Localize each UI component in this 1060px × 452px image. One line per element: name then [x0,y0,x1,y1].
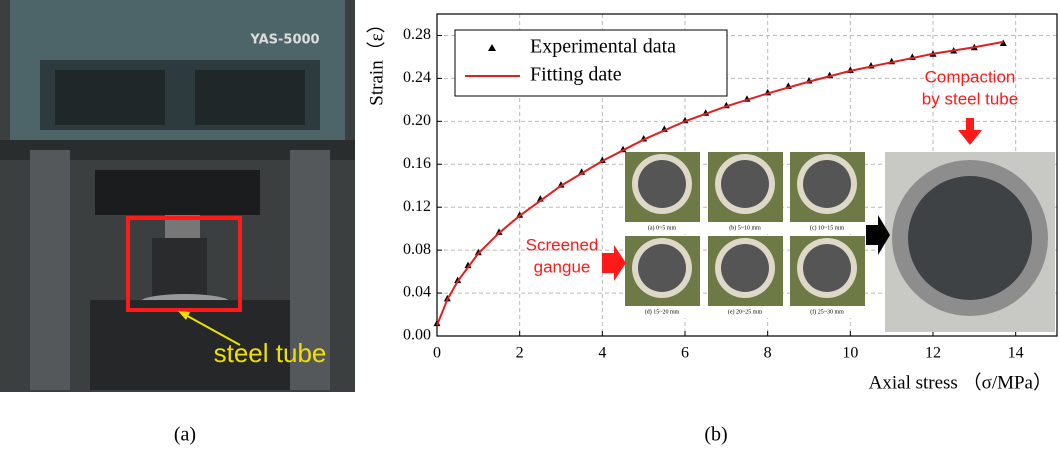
x-tick-label: 0 [433,345,441,362]
annotation: gangue [534,257,591,276]
inset-gangue [803,244,851,292]
x-axis-label: Axial stress （σ/MPa） [869,371,1052,393]
caption-bg [708,306,783,318]
tube-inner [908,176,1032,300]
annotation: Compaction [925,67,1016,86]
arrow [602,245,626,281]
legend-box [454,29,728,97]
inset-caption: (b) 5~10 mm [729,224,761,231]
caption-bg [708,222,783,234]
photo-annotation: steel tube [214,338,327,368]
caption-bg [625,222,700,234]
inset-caption: (c) 10~15 mm [810,224,845,231]
x-tick-label: 8 [764,345,772,362]
inset-caption: (e) 20~25 mm [728,308,763,315]
y-tick-label: 0.04 [403,284,431,301]
inset-gangue [803,160,851,208]
x-tick-label: 12 [925,345,941,362]
x-tick-label: 10 [842,345,858,362]
y-tick-label: 0.16 [403,155,431,172]
legend-marker [488,44,496,51]
y-tick-label: 0.20 [403,112,431,129]
y-tick-label: 0.24 [403,69,431,86]
photo-a: YAS-5000 steel tube [0,0,355,392]
inset-caption: (d) 15~20 mm [645,308,680,315]
plot-frame [436,13,1058,337]
caption-bg [790,222,865,234]
arrow [958,118,982,145]
fit-line [436,40,1004,326]
annotation: by steel tube [922,89,1018,108]
x-tick-label: 4 [598,345,606,362]
y-tick-label: 0.00 [403,327,431,344]
panel-label: (b) [704,424,727,446]
y-axis-label: Strain（ε） [365,14,387,105]
inset-gangue [638,244,686,292]
legend-label: Fitting date [530,64,622,86]
panel-label: (a) [174,424,196,446]
y-tick-label: 0.28 [403,26,431,43]
annotation: Screened [526,235,599,254]
x-tick-label: 14 [1008,345,1024,362]
x-tick-label: 2 [516,345,524,362]
inset-photos: (a) 0~5 mm (b) 5~10 mm (c) 10~15 mm (d) 15~… [602,118,1055,332]
x-tick-label: 6 [681,345,689,362]
inset-gangue [638,160,686,208]
inset-gangue [721,244,769,292]
inset-caption: (a) 0~5 mm [648,224,677,231]
y-tick-label: 0.08 [403,241,431,258]
data-point [495,228,503,235]
inset-gangue [721,160,769,208]
y-tick-label: 0.12 [403,198,431,215]
arrow [866,215,890,255]
machine-text: YAS-5000 [249,33,319,48]
legend-label: Experimental data [530,36,676,58]
caption-bg [790,306,865,318]
caption-bg [625,306,700,318]
inset-caption: (f) 25~30 mm [810,308,844,315]
